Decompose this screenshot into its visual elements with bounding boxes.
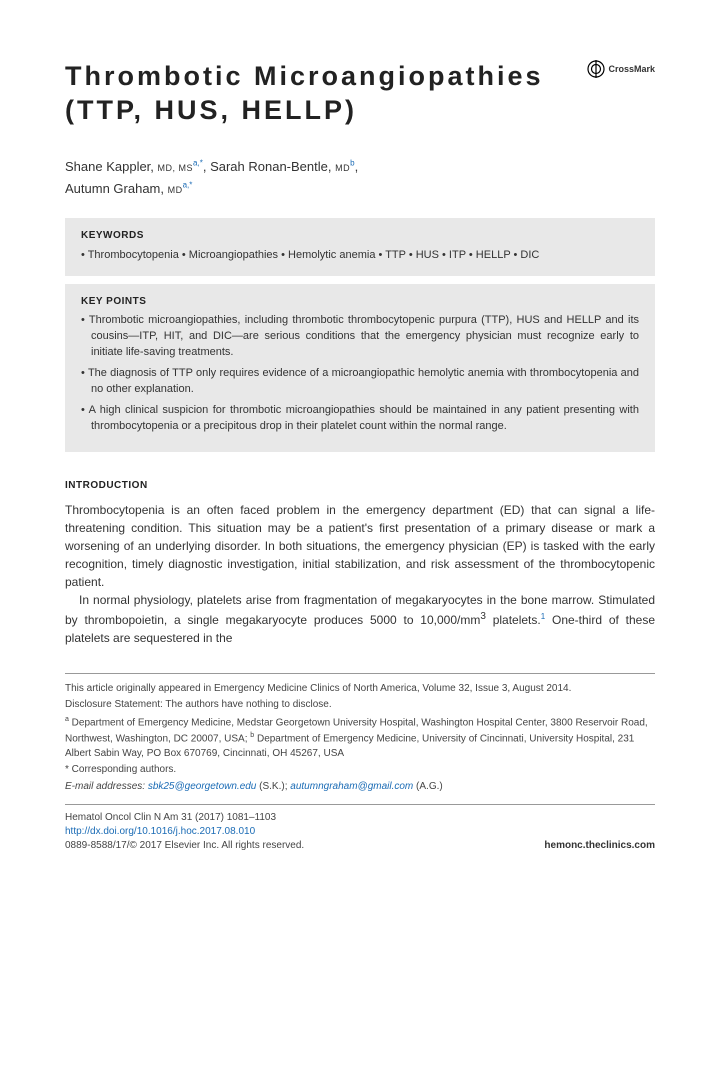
copyright-line: 0889-8588/17/© 2017 Elsevier Inc. All ri…: [65, 839, 304, 853]
journal-site-link[interactable]: hemonc.theclinics.com: [544, 840, 655, 851]
author-name: Sarah Ronan-Bentle: [210, 159, 328, 174]
author-degree: MD: [168, 185, 183, 195]
crossmark-icon: [587, 60, 605, 78]
intro-paragraph: Thrombocytopenia is an often faced probl…: [65, 501, 655, 591]
author-star: *: [200, 158, 203, 167]
footnote-emails: E-mail addresses: sbk25@georgetown.edu (…: [65, 780, 655, 795]
keypoint-item: Thrombotic microangiopathies, including …: [81, 313, 639, 361]
keypoints-box: KEY POINTS Thrombotic microangiopathies,…: [65, 284, 655, 452]
keywords-heading: KEYWORDS: [81, 230, 639, 241]
keypoint-item: The diagnosis of TTP only requires evide…: [81, 366, 639, 398]
author-affil: a,: [193, 158, 200, 167]
footnote-affiliations: a Department of Emergency Medicine, Meds…: [65, 715, 655, 761]
email-who: (A.G.): [413, 781, 442, 792]
author-star: *: [189, 180, 192, 189]
email-link[interactable]: sbk25@georgetown.edu: [148, 781, 257, 792]
article-title: Thrombotic Microangiopathies (TTP, HUS, …: [65, 60, 655, 128]
keywords-list: • Thrombocytopenia • Microangiopathies •…: [81, 247, 639, 265]
footnote-corresponding: * Corresponding authors.: [65, 763, 655, 778]
author-affil: b: [350, 158, 354, 167]
intro-paragraph: In normal physiology, platelets arise fr…: [65, 591, 655, 647]
body-text: platelets.: [486, 613, 541, 627]
section-heading: INTRODUCTION: [65, 480, 655, 491]
citation-line: Hematol Oncol Clin N Am 31 (2017) 1081–1…: [65, 811, 304, 825]
keywords-box: KEYWORDS • Thrombocytopenia • Microangio…: [65, 218, 655, 277]
keypoints-heading: KEY POINTS: [81, 296, 639, 307]
author-degree: MD: [335, 163, 350, 173]
author-degree: MD, MS: [158, 163, 194, 173]
author-name: Autumn Graham: [65, 181, 160, 196]
footnotes: This article originally appeared in Emer…: [65, 673, 655, 794]
email-link[interactable]: autumngraham@gmail.com: [290, 781, 413, 792]
keypoint-item: A high clinical suspicion for thrombotic…: [81, 403, 639, 435]
footnote-disclosure: Disclosure Statement: The authors have n…: [65, 698, 655, 713]
footnote-original: This article originally appeared in Emer…: [65, 682, 655, 697]
author-name: Shane Kappler: [65, 159, 150, 174]
crossmark-label: CrossMark: [608, 64, 655, 74]
author-list: Shane Kappler, MD, MSa,*, Sarah Ronan-Be…: [65, 156, 655, 200]
crossmark-badge[interactable]: CrossMark: [587, 60, 655, 78]
email-who: (S.K.);: [256, 781, 290, 792]
doi-link[interactable]: http://dx.doi.org/10.1016/j.hoc.2017.08.…: [65, 826, 255, 837]
citation-block: Hematol Oncol Clin N Am 31 (2017) 1081–1…: [65, 804, 655, 853]
email-label: E-mail addresses:: [65, 781, 148, 792]
